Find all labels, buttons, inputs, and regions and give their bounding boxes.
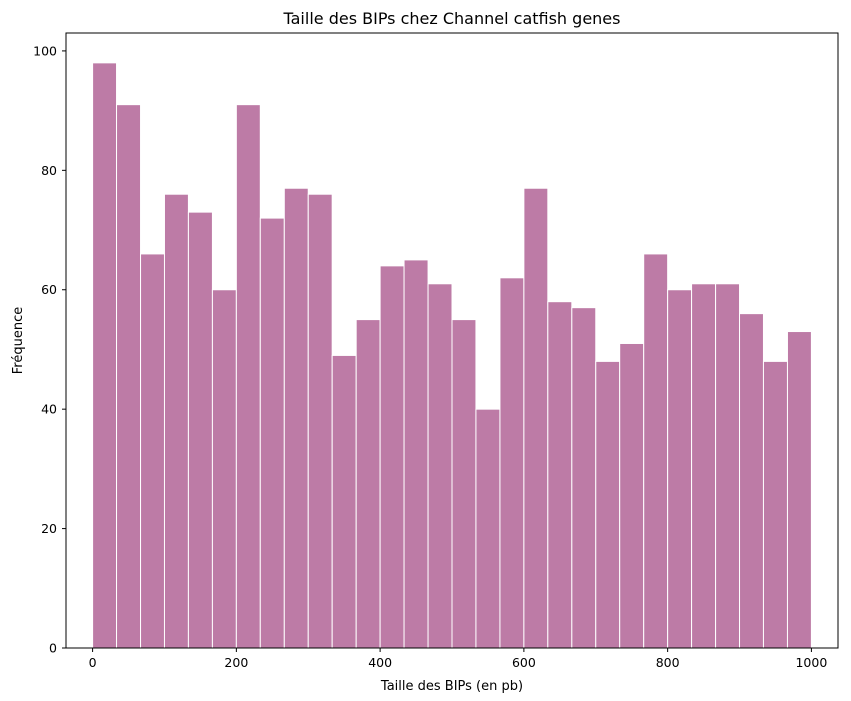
x-tick-label: 0 — [89, 655, 97, 670]
plot-area-frame — [65, 32, 839, 649]
histogram-bar — [619, 342, 645, 649]
x-tick-label: 400 — [368, 655, 392, 670]
histogram-bar — [307, 193, 333, 649]
histogram-bar — [499, 277, 525, 649]
x-tick-label: 800 — [656, 655, 680, 670]
chart-title: Taille des BIPs chez Channel catfish gen… — [283, 9, 621, 28]
y-tick-label: 100 — [33, 43, 57, 58]
histogram-bar — [691, 283, 717, 649]
histogram-bar — [331, 354, 357, 649]
histogram-bar — [643, 253, 669, 649]
y-tick-label: 0 — [49, 641, 57, 656]
histogram-bar — [523, 187, 549, 649]
histogram-bar — [739, 313, 764, 649]
histogram-bar — [762, 360, 788, 649]
histogram-bar — [451, 319, 477, 649]
histogram-bar — [187, 211, 213, 649]
bars-group — [92, 62, 812, 649]
histogram-bar — [235, 104, 261, 649]
histogram-bar — [403, 259, 429, 649]
histogram-bar — [355, 319, 381, 649]
x-axis-ticks: 0 200 400 600 800 1000 — [89, 648, 827, 670]
y-tick-label: 20 — [41, 521, 57, 536]
histogram-bar — [715, 283, 741, 649]
y-axis-label: Fréquence — [11, 307, 26, 374]
histogram-bar — [379, 265, 405, 649]
histogram-bar — [786, 331, 812, 649]
histogram-bar — [92, 62, 118, 649]
y-tick-label: 60 — [41, 282, 57, 297]
histogram-bar — [595, 360, 621, 649]
histogram-bar — [140, 253, 165, 649]
y-tick-label: 40 — [41, 402, 57, 417]
histogram-bar — [283, 187, 309, 649]
histogram-bar — [259, 217, 285, 649]
histogram-bar — [163, 193, 189, 649]
histogram-bar — [571, 307, 597, 649]
histogram-bar — [547, 301, 573, 649]
x-tick-label: 600 — [512, 655, 536, 670]
x-tick-label: 1000 — [795, 655, 827, 670]
histogram-bar — [116, 104, 142, 649]
x-tick-label: 200 — [224, 655, 248, 670]
histogram-bar — [667, 289, 693, 649]
y-tick-label: 80 — [41, 163, 57, 178]
x-axis-label: Taille des BIPs (en pb) — [380, 679, 523, 694]
histogram-bar — [211, 289, 237, 649]
histogram-bar — [427, 283, 453, 649]
y-axis-ticks: 0 20 40 60 80 100 — [33, 43, 66, 656]
histogram-bar — [475, 408, 501, 649]
